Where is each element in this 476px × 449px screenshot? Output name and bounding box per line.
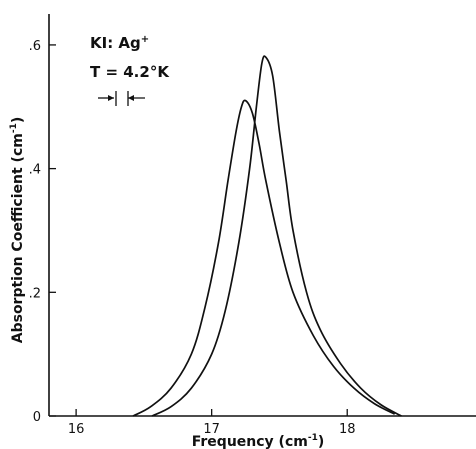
annotation-temperature-text: T = 4.2°K xyxy=(90,63,170,81)
x-tick-label: 18 xyxy=(339,422,356,437)
resolution-marker xyxy=(98,91,145,106)
x-tick-label: 16 xyxy=(68,422,85,437)
y-axis-title: Absorption Coefficient (cm-1) xyxy=(9,117,26,344)
x-ticks: 16 17 18 xyxy=(68,409,356,437)
y-tick-label: .2 xyxy=(29,286,41,301)
y-tick-label: .4 xyxy=(29,163,41,178)
absorption-curve-1 xyxy=(132,99,396,417)
x-axis-title: Frequency (cm-1) xyxy=(192,433,325,449)
series-group xyxy=(132,55,402,417)
y-ticks: 0 .2 .4 .6 xyxy=(29,39,56,425)
x-tick-label: 17 xyxy=(203,422,220,437)
sample-annotation: KI: Ag+ T = 4.2°K xyxy=(90,34,170,106)
y-tick-label: .6 xyxy=(29,39,41,54)
absorption-curve-2 xyxy=(151,55,402,417)
annotation-sample-text: KI: Ag+ xyxy=(90,34,149,52)
y-tick-label: 0 xyxy=(33,410,41,425)
plot-axes xyxy=(48,14,476,417)
